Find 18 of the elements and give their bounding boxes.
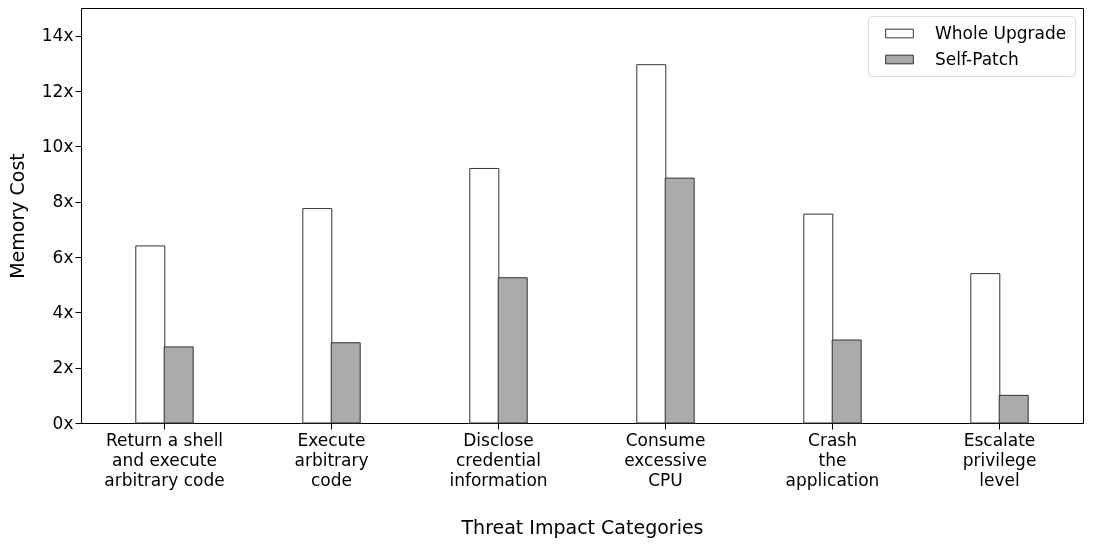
y-tick-label: 8x [52,191,74,212]
y-tick-label: 2x [52,357,74,378]
y-tick-label: 4x [52,301,74,322]
y-tick-label: 10x [41,135,74,156]
y-axis-title: Memory Cost [5,153,28,279]
x-tick-label: Consume excessive CPU [624,429,707,490]
x-tick-label: Disclose credential information [449,429,548,490]
legend-label: Self-Patch [935,48,1019,69]
x-axis-title: Threat Impact Categories [460,515,704,538]
y-tick-label: 0x [52,412,74,433]
legend-label: Whole Upgrade [935,22,1067,43]
y-tick-label: 14x [41,25,74,46]
y-tick-label: 6x [52,246,74,267]
x-tick-label: Return a shell and execute arbitrary code [104,429,225,490]
x-tick-label: Execute arbitrary code [294,429,369,490]
x-tick-label: Crash the application [785,429,880,490]
y-tick-label: 12x [41,80,74,101]
x-tick-label: Escalate privilege level [962,429,1037,490]
